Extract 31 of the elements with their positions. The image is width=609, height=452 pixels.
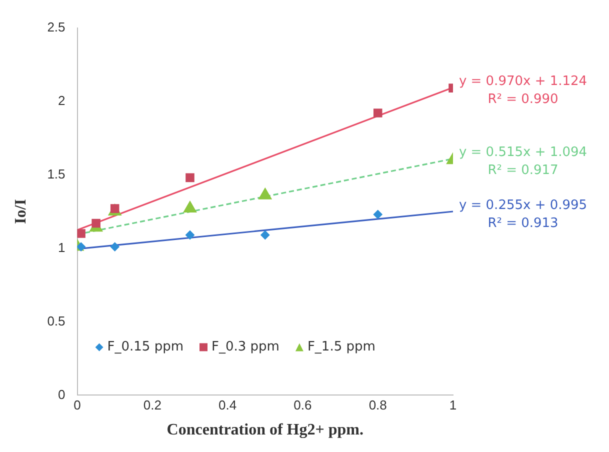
y-tick-label: 0 (58, 386, 66, 402)
point (77, 229, 86, 238)
point (186, 173, 194, 182)
point (260, 230, 270, 240)
x-tick-label: 0.2 (143, 398, 162, 413)
text: y = 0.970x + 1.124 R² = 0.990 (458, 74, 588, 107)
point (77, 242, 86, 252)
x-tick-label: 0.6 (294, 398, 312, 413)
point (373, 210, 382, 219)
point (183, 201, 197, 213)
y-axis-title: Io/I (12, 199, 30, 224)
x-tick-label: 0 (74, 398, 81, 413)
x-tick-label: 0.8 (368, 398, 387, 413)
legend-label: F_0.3 ppm (211, 340, 280, 355)
legend-label: F_0.15 ppm (107, 340, 184, 355)
point (373, 108, 382, 118)
text: y = 0.255x + 0.995 R² = 0.913 (458, 198, 588, 231)
y-tick-label: 1 (58, 240, 66, 255)
text: y = 0.515x + 1.094 R² = 0.917 (458, 145, 588, 178)
x-tick-label: 1 (449, 398, 457, 413)
point (185, 230, 194, 240)
x-axis-title: Concentration of Hg2+ ppm. (166, 422, 364, 439)
legend-label: F_1.5 ppm (307, 340, 376, 355)
point (110, 242, 120, 252)
point (92, 218, 100, 228)
y-tick-label: 2.5 (47, 19, 66, 34)
x-tick-label: 0.4 (218, 398, 237, 413)
y-tick-label: 1.5 (47, 166, 66, 182)
y-tick-label: 0.5 (47, 313, 66, 328)
point (258, 188, 272, 200)
y-tick-label: 2 (58, 92, 66, 108)
